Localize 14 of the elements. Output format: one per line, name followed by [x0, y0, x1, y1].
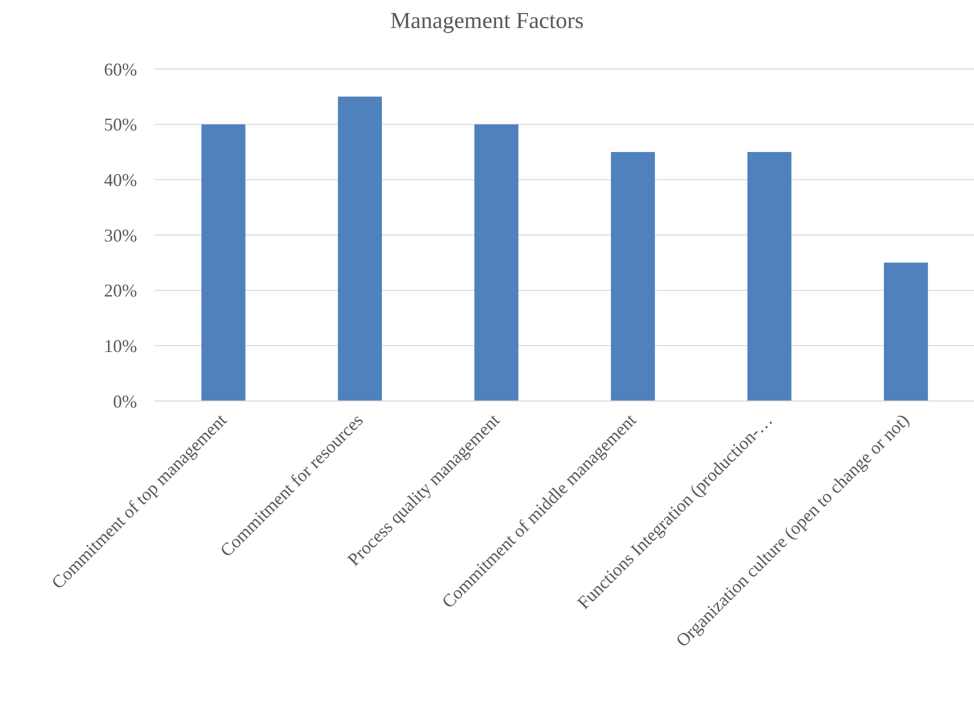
y-tick-label: 40% — [104, 170, 137, 190]
y-tick-label: 50% — [104, 114, 137, 135]
y-tick-label: 20% — [104, 280, 137, 301]
bar — [338, 96, 382, 401]
y-tick-label: 60% — [104, 59, 137, 80]
y-tick-label: 0% — [113, 391, 137, 412]
bar — [474, 124, 518, 401]
bar — [201, 124, 246, 401]
y-tick-label: 30% — [104, 225, 137, 246]
bar — [884, 262, 928, 401]
chart-title: Management Factors — [389, 8, 585, 34]
y-tick-label: 10% — [104, 336, 137, 356]
bar — [610, 152, 655, 401]
bar — [747, 152, 792, 401]
